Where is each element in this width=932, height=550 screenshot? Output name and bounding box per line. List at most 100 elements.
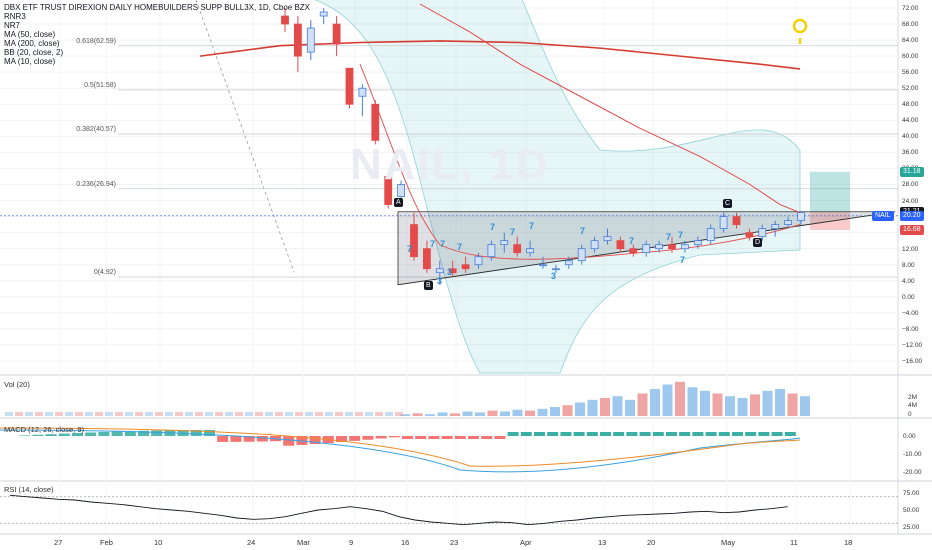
x-tick-5: 9 [349,538,354,547]
candle-body-4 [332,23,341,45]
macd-hist-50 [666,432,677,436]
macd-hist-23 [309,436,321,445]
volume-bar-30 [775,389,785,416]
volume-bar-early-22 [225,412,233,416]
volume-bar-17 [612,396,623,416]
candle-body-21 [552,268,560,271]
macd-hist-8 [111,431,123,436]
volume-bar-14 [575,402,585,416]
macd-hist-52 [692,432,704,436]
macd-hist-37 [494,436,506,439]
volume-bar-early-14 [145,412,153,416]
volume-bar-early-23 [235,412,243,416]
macd-hist-30 [402,436,413,439]
candle-body-36 [745,232,754,238]
pattern-marker-12: 3 [551,271,557,281]
macd-hist-2 [32,434,44,436]
candle-body-9 [397,184,406,197]
price-tick-21: −12.00 [902,341,923,349]
macd-hist-21 [283,436,295,446]
vol-tick-0: 4M [908,402,918,409]
x-tick-3: 24 [247,538,256,547]
price-tick-0: 72.00 [902,5,919,12]
x-tick-9: 13 [598,538,607,547]
macd-hist-18 [243,436,255,442]
volume-bar-4 [450,413,460,416]
stop-zone [810,211,850,230]
macd-tick-1: -10.00 [903,451,922,458]
annotation-C: C [723,199,733,208]
candle-body-34 [719,216,728,230]
pattern-marker-0: 7 [407,244,413,254]
macd-hist-31 [415,436,427,439]
x-tick-7: 23 [450,538,459,547]
legend-item-ma50: MA (50, close) [4,30,56,39]
candle-body-35 [732,216,741,225]
macd-hist-59 [784,432,796,436]
macd-tick-0: 0.00 [903,433,916,440]
volume-bar-early-30 [305,412,313,416]
volume-bar-early-15 [155,412,163,416]
x-tick-6: 16 [401,538,410,547]
candle-body-2 [306,27,315,53]
volume-bar-11 [537,408,548,416]
macd-hist-45 [600,432,611,436]
volume-bar-12 [550,407,560,416]
x-tick-12: 11 [790,538,798,547]
volume-bar-early-18 [185,412,193,416]
macd-hist-27 [362,436,374,440]
x-tick-8: Apr [520,538,532,547]
candle-body-10 [410,224,418,258]
fib-label-1: 0.5(51.58) [84,81,116,89]
rsi-line [9,494,788,526]
annotation-D: D [753,238,763,247]
candle-body-33 [706,228,715,242]
volume-bar-22 [675,381,685,416]
volume-bar-early-33 [335,412,343,416]
annotation-B: B [424,281,433,290]
rsi-label: RSI (14, close) [4,485,54,494]
pattern-marker-11: 7 [680,255,686,265]
candle-body-27 [629,248,638,254]
pattern-marker-5: 7 [510,227,516,237]
x-tick-2: 10 [154,538,163,547]
candle-body-0 [281,15,289,25]
price-tick-6: 48.00 [902,101,919,109]
candles [281,8,808,285]
fibonacci-levels [0,45,898,278]
macd-hist-4 [58,433,70,436]
moving-averages [199,3,801,260]
volume-bar-early-3 [35,412,43,416]
price-tick-2: 64.00 [902,37,919,45]
bb-area [314,0,801,374]
legend-title: DBX ETF TRUST DIREXION DAILY HOMEBUILDER… [4,3,311,12]
price-tick-17: 4.00 [902,277,915,285]
candle-body-3 [319,11,328,17]
legend-item-bb: BB (20, close, 2) [4,48,64,57]
pattern-marker-3: 7 [457,242,463,252]
volume-bar-early-21 [215,412,223,416]
volume-bar-early-16 [165,412,173,416]
volume-bar-early-7 [75,412,83,416]
candle-body-28 [642,244,651,254]
price-tick-11: 28.00 [902,181,919,189]
volume-bar-29 [762,390,773,416]
volume-bar-early-10 [105,412,113,416]
macd-hist-48 [639,432,651,436]
macd-hist-6 [85,432,97,436]
volume-bar-early-36 [365,412,373,416]
vol-label: Vol (20) [4,380,30,389]
macd-hist-33 [441,436,453,439]
macd-hist-56 [745,432,757,436]
rsi-tick-1: 50.00 [903,507,920,514]
macd-hist-10 [138,430,149,436]
volume-bar-early-19 [195,412,203,416]
candle-body-14 [461,264,470,270]
candle-body-8 [384,176,393,205]
fib-label-3: 0.236(26.94) [76,180,116,188]
volume-bar-early-13 [135,412,143,416]
candle-body-11 [422,248,431,270]
price-tick-3: 60.00 [902,53,919,61]
volume-bar-1 [412,413,423,416]
